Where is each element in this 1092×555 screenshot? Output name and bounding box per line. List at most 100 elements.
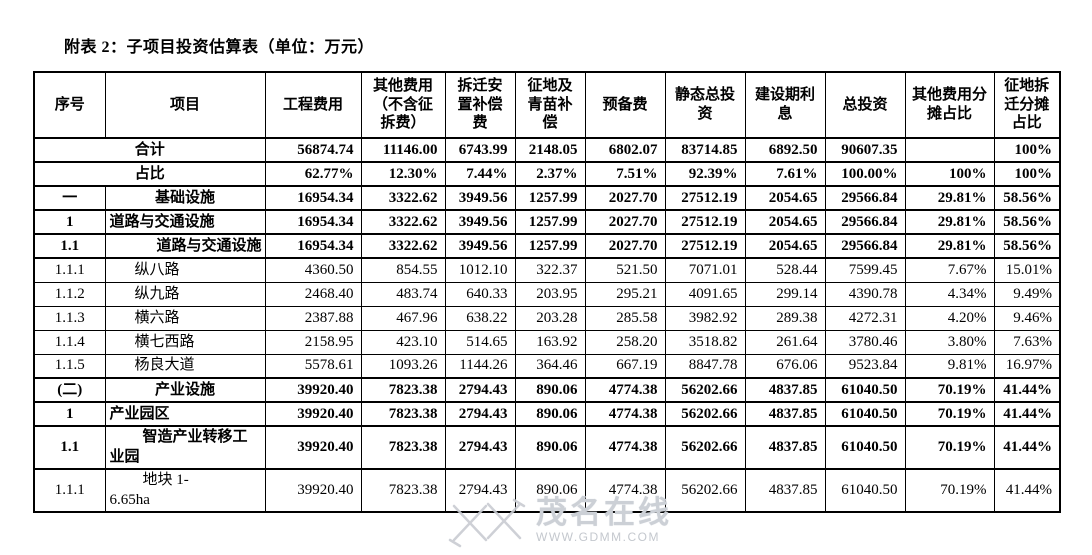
cell-value: 2158.95 bbox=[264, 329, 362, 355]
cell-value: 9.49% bbox=[993, 281, 1061, 307]
cell-value: 92.39% bbox=[664, 161, 746, 187]
table-body: 合计 56874.74 11146.00 6743.99 2148.05 6802.07 8… bbox=[33, 137, 1061, 513]
cell-value: 521.50 bbox=[584, 257, 666, 283]
cell-value: 39920.40 bbox=[264, 425, 362, 470]
cell-value: 58.56% bbox=[993, 185, 1061, 211]
cell-value: 1144.26 bbox=[444, 353, 516, 379]
cell-value: 27512.19 bbox=[664, 233, 746, 259]
column-header: 总投资 bbox=[824, 71, 906, 139]
table-row: (二) 产业设施 39920.40 7823.38 2794.43 890.06 4774.… bbox=[33, 377, 1061, 403]
cell-value: 854.55 bbox=[360, 257, 446, 283]
row-serial: 一 bbox=[33, 185, 106, 211]
cell-value: 3949.56 bbox=[444, 233, 516, 259]
cell-value: 295.21 bbox=[584, 281, 666, 307]
cell-value: 90607.35 bbox=[824, 137, 906, 163]
column-header: 建设期利息 bbox=[744, 71, 826, 139]
table-header: 序号 项目 工程费用 其他费用（不含征拆费） 拆迁安置补偿费 征地及青苗补偿 预备费 静态总投… bbox=[33, 71, 1061, 139]
cell-value: 638.22 bbox=[444, 305, 516, 331]
column-header: 其他费用（不含征拆费） bbox=[360, 71, 446, 139]
cell-value: 100% bbox=[993, 161, 1061, 187]
cell-value: 29566.84 bbox=[824, 233, 906, 259]
cell-value: 7599.45 bbox=[824, 257, 906, 283]
table-row: 1 产业园区 39920.40 7823.38 2794.43 890.06 4774.38… bbox=[33, 401, 1061, 427]
cell-value: 4837.85 bbox=[744, 425, 826, 470]
table-row: 合计 56874.74 11146.00 6743.99 2148.05 6802.07 8… bbox=[33, 137, 1061, 163]
cell-value: 676.06 bbox=[744, 353, 826, 379]
table-row: 1.1.3 横六路 2387.88 467.96 638.22 203.28 285.58 3… bbox=[33, 305, 1061, 331]
project-name: 横七西路 bbox=[104, 329, 266, 355]
cell-value: 41.44% bbox=[993, 377, 1061, 403]
cell-value: 3949.56 bbox=[444, 209, 516, 235]
cell-value: 258.20 bbox=[584, 329, 666, 355]
cell-value: 15.01% bbox=[993, 257, 1061, 283]
cell-value: 6743.99 bbox=[444, 137, 516, 163]
cell-value: 56202.66 bbox=[664, 377, 746, 403]
cell-value: 7823.38 bbox=[360, 377, 446, 403]
row-serial: 1.1 bbox=[33, 425, 106, 470]
cell-value: 29566.84 bbox=[824, 209, 906, 235]
cell-value: 29.81% bbox=[904, 209, 995, 235]
cell-value: 2054.65 bbox=[744, 209, 826, 235]
project-name: 纵九路 bbox=[104, 281, 266, 307]
cell-value: 12.30% bbox=[360, 161, 446, 187]
cell-value: 29.81% bbox=[904, 233, 995, 259]
column-header: 工程费用 bbox=[264, 71, 362, 139]
cell-value: 2468.40 bbox=[264, 281, 362, 307]
cell-value: 2054.65 bbox=[744, 185, 826, 211]
cell-value: 4.20% bbox=[904, 305, 995, 331]
cell-value: 39920.40 bbox=[264, 401, 362, 427]
cell-value: 70.19% bbox=[904, 468, 995, 513]
cell-value: 4272.31 bbox=[824, 305, 906, 331]
project-name: 基础设施 bbox=[104, 185, 266, 211]
row-serial: 1 bbox=[33, 401, 106, 427]
project-name: 纵八路 bbox=[104, 257, 266, 283]
cell-value: 2387.88 bbox=[264, 305, 362, 331]
cell-value: 3.80% bbox=[904, 329, 995, 355]
column-header: 拆迁安置补偿费 bbox=[444, 71, 516, 139]
cell-value: 1093.26 bbox=[360, 353, 446, 379]
column-header: 其他费用分摊占比 bbox=[904, 71, 995, 139]
cell-value: 2.37% bbox=[514, 161, 586, 187]
project-name: 道路与交通设施 bbox=[104, 209, 266, 235]
cell-value: 61040.50 bbox=[824, 468, 906, 513]
cell-value: 3322.62 bbox=[360, 185, 446, 211]
table-row: 1.1.1 地块 1- 6.65ha 39920.40 7823.38 2794.43 8… bbox=[33, 468, 1061, 513]
cell-value: 58.56% bbox=[993, 209, 1061, 235]
column-header: 序号 bbox=[33, 71, 106, 139]
project-name: 产业园区 bbox=[104, 401, 266, 427]
cell-value: 7.51% bbox=[584, 161, 666, 187]
column-header: 征地及青苗补偿 bbox=[514, 71, 586, 139]
cell-value: 83714.85 bbox=[664, 137, 746, 163]
cell-value: 1257.99 bbox=[514, 233, 586, 259]
column-header: 静态总投资 bbox=[664, 71, 746, 139]
cell-value: 4091.65 bbox=[664, 281, 746, 307]
cell-value: 299.14 bbox=[744, 281, 826, 307]
cell-value: 285.58 bbox=[584, 305, 666, 331]
cell-value: 4.34% bbox=[904, 281, 995, 307]
cell-value: 2794.43 bbox=[444, 401, 516, 427]
cell-value: 4774.38 bbox=[584, 425, 666, 470]
cell-value: 467.96 bbox=[360, 305, 446, 331]
cell-value: 4837.85 bbox=[744, 377, 826, 403]
cell-value: 7823.38 bbox=[360, 468, 446, 513]
cell-value: 4390.78 bbox=[824, 281, 906, 307]
row-serial: 1.1.3 bbox=[33, 305, 106, 331]
cell-value: 2794.43 bbox=[444, 425, 516, 470]
cell-value: 514.65 bbox=[444, 329, 516, 355]
cell-value: 2027.70 bbox=[584, 233, 666, 259]
cell-value: 4774.38 bbox=[584, 401, 666, 427]
cell-value: 890.06 bbox=[514, 401, 586, 427]
table-row: 1.1.5 杨良大道 5578.61 1093.26 1144.26 364.46 667.… bbox=[33, 353, 1061, 379]
cell-value: 100.00% bbox=[824, 161, 906, 187]
cell-value: 3322.62 bbox=[360, 233, 446, 259]
cell-value: 56202.66 bbox=[664, 425, 746, 470]
cell-value: 56874.74 bbox=[264, 137, 362, 163]
project-name: 杨良大道 bbox=[104, 353, 266, 379]
cell-value: 7823.38 bbox=[360, 425, 446, 470]
cell-value: 4360.50 bbox=[264, 257, 362, 283]
cell-value: 70.19% bbox=[904, 377, 995, 403]
cell-value: 3322.62 bbox=[360, 209, 446, 235]
cell-value: 70.19% bbox=[904, 401, 995, 427]
project-name: 横六路 bbox=[104, 305, 266, 331]
cell-value: 39920.40 bbox=[264, 468, 362, 513]
